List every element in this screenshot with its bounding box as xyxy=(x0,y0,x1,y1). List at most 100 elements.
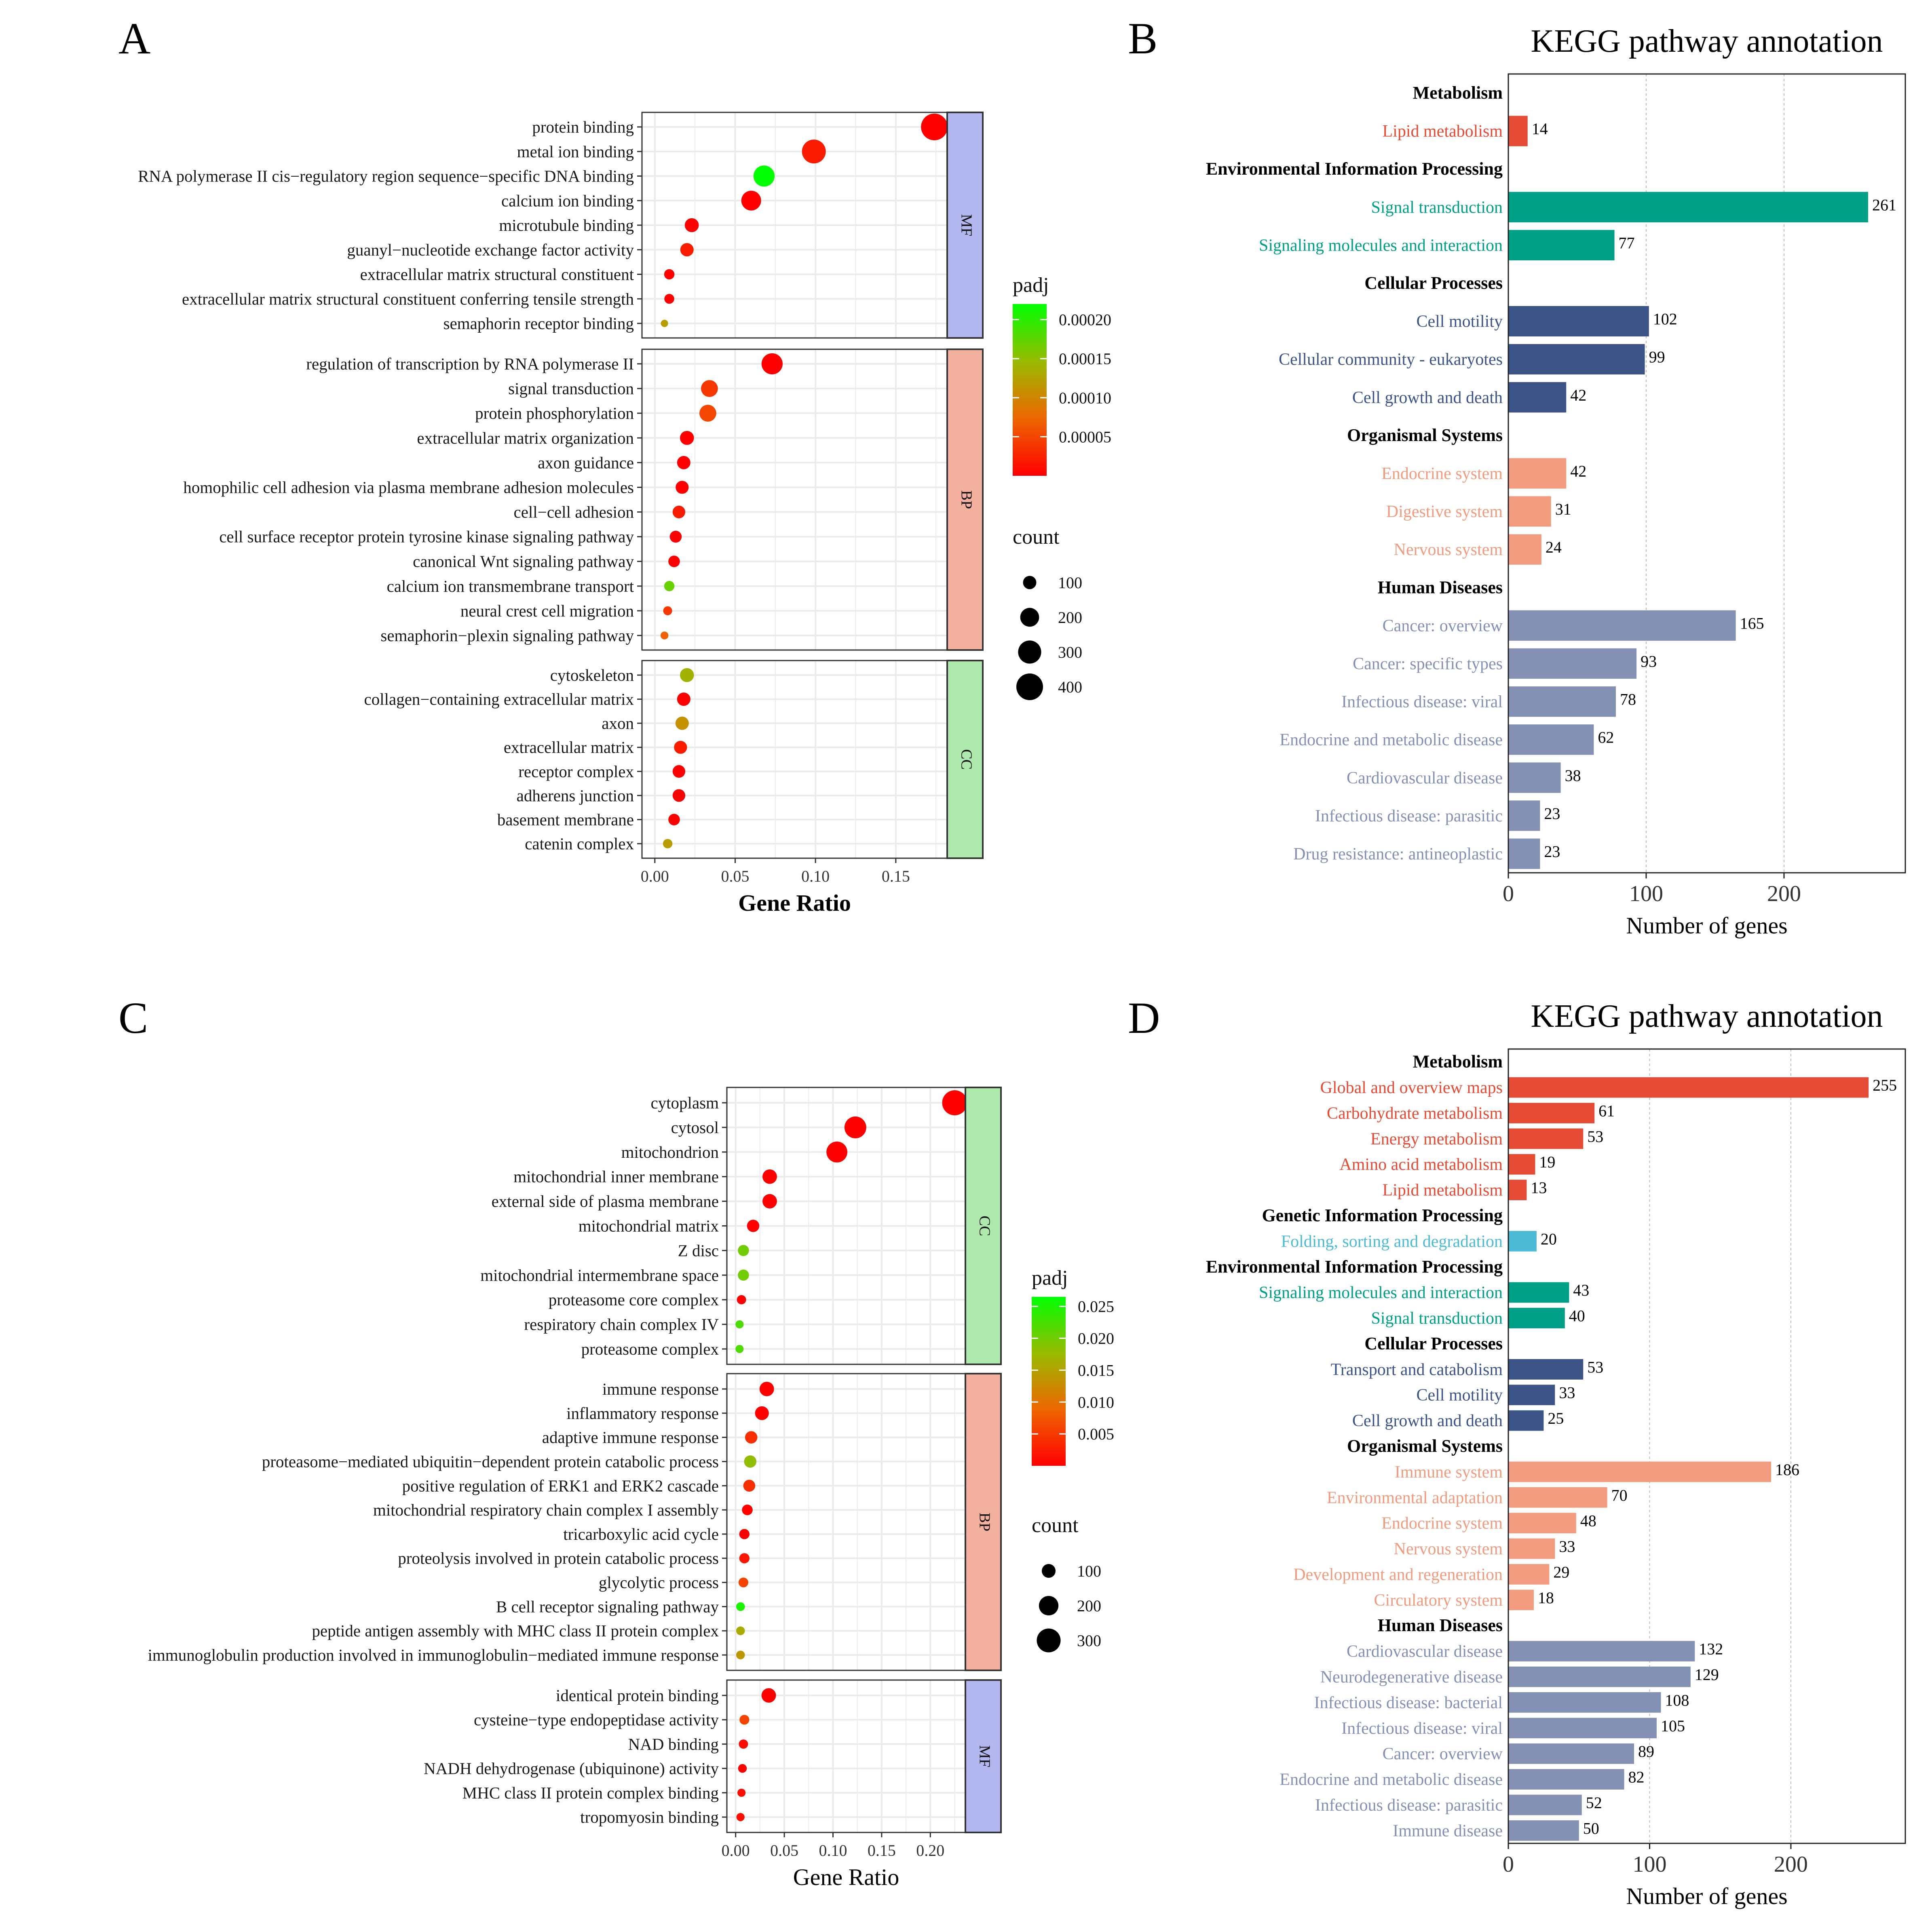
panel-c-term-label: identical protein binding xyxy=(556,1686,719,1705)
panel-d-bar-value-label: 53 xyxy=(1587,1127,1603,1146)
panel-d-bar-carbohydrate-metabolism xyxy=(1508,1103,1595,1123)
panel-b-bar-endocrine-system xyxy=(1508,458,1567,489)
panel-a-legend-colorbar xyxy=(1013,304,1047,476)
panel-c-facet-bp-strip-label: BP xyxy=(976,1513,993,1531)
panel-b-pathway-label: Digestive system xyxy=(1386,502,1503,521)
panel-a-point-cell-surface-receptor-protein-tyrosine-kinase-signaling-pathway xyxy=(669,530,682,543)
panel-b-kegg-barchart: KEGG pathway annotation Metabolism Lipid m… xyxy=(1206,23,1906,939)
panel-a-facet-bp-background xyxy=(642,349,947,650)
panel-a-legend-size-dot xyxy=(1018,640,1041,664)
panel-d-pathway-label: Cell growth and death xyxy=(1352,1412,1503,1430)
panel-c-legend-padj-label: 0.010 xyxy=(1078,1393,1114,1411)
panel-c-facet-cc-strip xyxy=(965,1087,1002,1365)
panel-b-bar-value-label: 93 xyxy=(1641,652,1657,670)
panel-c-point-adaptive-immune-response xyxy=(745,1431,758,1444)
panel-a-term-label: cell−cell adhesion xyxy=(514,503,634,521)
panel-d-pathway-label: Carbohydrate metabolism xyxy=(1327,1104,1503,1123)
panel-c-point-inflammatory-response xyxy=(755,1406,769,1420)
panel-d-bar-value-label: 70 xyxy=(1611,1486,1628,1504)
panel-b-bar-nervous-system xyxy=(1508,534,1541,565)
panel-c-point-proteasome-complex xyxy=(735,1345,744,1353)
panel-d-bar-value-label: 82 xyxy=(1628,1768,1645,1786)
panel-d-category-header: Human Diseases xyxy=(1378,1615,1503,1635)
panel-a-term-label: catenin complex xyxy=(525,834,634,853)
panel-d-pathway-label: Endocrine and metabolic disease xyxy=(1280,1771,1503,1789)
panel-c-point-mhc-class-ii-protein-complex-binding xyxy=(737,1788,746,1797)
panel-a-legend-count-title: count xyxy=(1013,526,1060,549)
panel-c-legend-padj-label: 0.015 xyxy=(1078,1361,1114,1379)
panel-b-pathway-label: Signal transduction xyxy=(1371,198,1503,217)
panel-d-bar-value-label: 61 xyxy=(1598,1102,1615,1120)
panel-b-bar-value-label: 102 xyxy=(1653,310,1677,328)
panel-a-point-regulation-of-transcription-by-rna-polymerase-ii xyxy=(761,353,783,375)
panel-c-term-label: mitochondrion xyxy=(621,1143,719,1161)
panel-d-bar-transport-and-catabolism xyxy=(1508,1359,1584,1380)
panel-b-pathway-label: Infectious disease: parasitic xyxy=(1315,807,1503,825)
panel-d-pathway-label: Infectious disease: viral xyxy=(1341,1719,1503,1738)
panel-d-bar-value-label: 40 xyxy=(1569,1307,1585,1325)
panel-d-bar-value-label: 52 xyxy=(1586,1794,1602,1812)
panel-a-point-homophilic-cell-adhesion-via-plasma-membrane-adhesion-molecules xyxy=(676,481,689,494)
panel-b-pathway-label: Endocrine and metabolic disease xyxy=(1280,731,1503,749)
panel-a-point-metal-ion-binding xyxy=(802,139,826,164)
panel-c-legend-padj-label: 0.005 xyxy=(1078,1425,1114,1443)
panel-c-facet-bp-background xyxy=(727,1374,965,1670)
panel-a-legend-count-label: 200 xyxy=(1058,608,1082,627)
panel-b-bar-value-label: 42 xyxy=(1570,462,1586,480)
panel-c-term-label: peptide antigen assembly with MHC class … xyxy=(312,1621,719,1640)
panel-a-term-label: microtubule binding xyxy=(499,216,634,234)
panel-d-x-tick-label: 100 xyxy=(1632,1852,1666,1877)
panel-b-bar-value-label: 23 xyxy=(1544,804,1560,823)
panel-c-term-label: MHC class II protein complex binding xyxy=(462,1784,719,1802)
panel-c-point-identical-protein-binding xyxy=(761,1688,776,1703)
panel-d-bar-value-label: 48 xyxy=(1580,1512,1596,1530)
panel-d-pathway-label: Environmental adaptation xyxy=(1327,1488,1503,1507)
panel-b-pathway-label: Cardiovascular disease xyxy=(1347,769,1503,787)
panel-c-facet-mf-strip-label: MF xyxy=(976,1745,993,1767)
panel-a-term-label: cell surface receptor protein tyrosine k… xyxy=(219,528,634,546)
panel-a-point-extracellular-matrix-structural-constituent xyxy=(664,269,675,280)
panel-a-term-label: semaphorin−plexin signaling pathway xyxy=(380,626,634,645)
panel-c-term-label: respiratory chain complex IV xyxy=(524,1315,719,1334)
panel-d-x-axis-title: Number of genes xyxy=(1626,1883,1787,1909)
panel-b-pathway-label: Cancer: specific types xyxy=(1353,654,1503,673)
panel-c-legend-size-dot xyxy=(1037,1628,1061,1653)
panel-d-pathway-label: Development and regeneration xyxy=(1293,1565,1503,1584)
panel-a-x-tick-label: 0.05 xyxy=(721,867,749,885)
panel-a-facet-mf-strip-label: MF xyxy=(958,214,975,236)
panel-a-point-cell-cell-adhesion xyxy=(672,505,686,519)
panel-a-point-signal-transduction xyxy=(701,380,718,397)
panel-a-point-calcium-ion-transmembrane-transport xyxy=(664,581,675,591)
panel-a-x-tick-label: 0.10 xyxy=(801,867,830,885)
panel-a-point-canonical-wnt-signaling-pathway xyxy=(668,555,680,568)
panel-a-point-collagen-containing-extracellular-matrix xyxy=(677,692,690,706)
panel-b-bar-value-label: 77 xyxy=(1619,234,1635,252)
panel-c-point-nad-binding xyxy=(739,1739,748,1749)
panel-c-term-label: proteasome complex xyxy=(581,1340,719,1358)
panel-d-pathway-label: Endocrine system xyxy=(1381,1514,1503,1533)
panel-c-term-label: positive regulation of ERK1 and ERK2 cas… xyxy=(402,1476,719,1495)
panel-d-x-tick-label: 200 xyxy=(1774,1852,1808,1877)
panel-c-term-label: proteasome−mediated ubiquitin−dependent … xyxy=(262,1452,719,1471)
panel-d-bar-value-label: 129 xyxy=(1695,1665,1719,1684)
panel-c-point-mitochondrial-intermembrane-space xyxy=(738,1269,749,1281)
panel-d-bar-lipid-metabolism xyxy=(1508,1180,1527,1200)
panel-d-bar-value-label: 132 xyxy=(1699,1640,1723,1658)
panel-d-pathway-label: Infectious disease: bacterial xyxy=(1314,1693,1503,1712)
panel-d-bar-value-label: 108 xyxy=(1665,1691,1689,1709)
panel-d-pathway-label: Neurodegenerative disease xyxy=(1320,1668,1503,1687)
panel-c-term-label: NAD binding xyxy=(628,1735,719,1753)
panel-a-point-microtubule-binding xyxy=(684,218,699,232)
panel-d-bar-value-label: 13 xyxy=(1531,1179,1547,1197)
panel-a-point-neural-crest-cell-migration xyxy=(663,606,672,615)
panel-d-letter: D xyxy=(1128,993,1160,1043)
panel-a-term-label: axon guidance xyxy=(538,453,634,472)
panel-d-bar-folding-sorting-and-degradation xyxy=(1508,1231,1537,1252)
panel-c-legend-count-label: 200 xyxy=(1077,1597,1101,1615)
panel-a-point-basement-membrane xyxy=(668,814,680,825)
panel-c-x-tick-label: 0.20 xyxy=(916,1841,944,1860)
panel-c-legend-count-label: 300 xyxy=(1077,1632,1101,1650)
panel-c-point-positive-regulation-of-erk1-and-erk2-cascade xyxy=(743,1480,756,1492)
panel-b-bar-cell-growth-and-death xyxy=(1508,382,1567,413)
panel-d-bar-value-label: 53 xyxy=(1587,1358,1603,1376)
